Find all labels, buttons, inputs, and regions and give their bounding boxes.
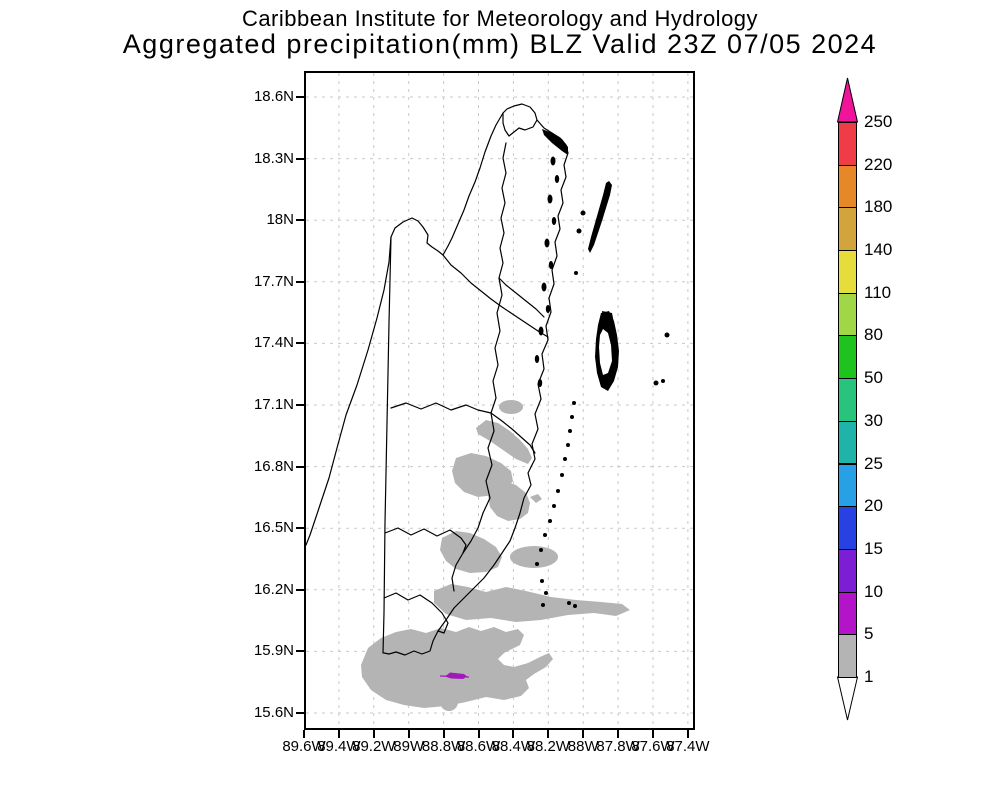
x-axis-tick [512, 730, 515, 738]
y-axis-tick [296, 465, 304, 468]
y-axis-tick [296, 219, 304, 222]
precipitation-1-5mm-areas [361, 400, 630, 711]
colorbar-level-label: 10 [864, 581, 883, 601]
colorbar-level-label: 220 [864, 154, 893, 174]
y-axis-tick-label: 15.6N [253, 704, 294, 721]
y-axis-tick-label: 16.5N [253, 519, 294, 537]
colorbar-segment [838, 548, 857, 593]
y-axis-tick-label: 18N [266, 211, 294, 229]
colorbar-segment [838, 591, 857, 636]
colorbar-level-label: 1 [864, 667, 874, 686]
y-axis-tick-label: 16.2N [253, 580, 294, 598]
x-axis-tick [582, 730, 585, 738]
y-axis-tick-label: 15.9N [253, 642, 294, 660]
colorbar-level-label: 25 [864, 453, 883, 473]
y-axis-tick-label: 18.3N [253, 149, 294, 167]
cayes-islands [534, 129, 670, 608]
colorbar-segment [838, 121, 857, 166]
colorbar-segment [838, 164, 857, 209]
y-axis-tick [296, 342, 304, 345]
x-axis-tick [372, 730, 375, 738]
y-axis-tick-label: 16.8N [253, 457, 294, 475]
x-axis-tick-label: 89W [393, 738, 425, 755]
colorbar-level-label: 140 [864, 240, 893, 259]
colorbar-segment [838, 335, 857, 380]
colorbar-below-min-arrow [837, 676, 858, 721]
x-axis-tick-label: 88.2W [526, 738, 570, 755]
colorbar-level-label: 180 [864, 197, 893, 217]
title-institute: Caribbean Institute for Meteorology and … [241, 6, 759, 31]
x-axis-tick-label: 89.6W [282, 738, 326, 755]
y-axis-tick-label: 17.1N [253, 396, 294, 413]
colorbar-level-label: 250 [864, 111, 893, 131]
x-axis-tick [407, 730, 410, 738]
x-axis-tick-label: 89.4W [317, 738, 361, 755]
colorbar-level-label: 5 [864, 624, 874, 644]
colorbar-level-label: 80 [864, 325, 883, 345]
map-plot-frame [304, 71, 695, 730]
colorbar-segment [838, 463, 857, 508]
colorbar-level-label: 15 [864, 538, 883, 558]
colorbar-segment [838, 420, 857, 465]
x-axis-tick [303, 730, 305, 738]
x-axis-tick-label: 88W [567, 738, 599, 755]
colorbar-segment [838, 506, 857, 550]
precipitation-5-10mm-streak [439, 672, 470, 679]
colorbar-segment [838, 292, 857, 337]
colorbar-segment [838, 378, 857, 422]
x-axis-tick [652, 730, 654, 738]
y-axis-tick [296, 527, 304, 530]
x-axis-tick-label: 87.4W [666, 738, 710, 755]
colorbar-level-label: 30 [864, 410, 883, 430]
x-axis-tick-label: 88.8W [421, 738, 466, 755]
x-axis-tick [337, 730, 340, 738]
x-axis-tick-label: 87.8W [596, 738, 640, 755]
y-axis-tick [296, 650, 304, 653]
y-axis-tick-label: 18.6N [253, 88, 294, 105]
colorbar-segment [838, 207, 857, 251]
colorbar-segment [838, 250, 857, 294]
x-axis-tick [686, 730, 689, 738]
country-district-boundaries [306, 103, 569, 656]
y-axis-tick [296, 588, 304, 591]
x-axis-tick-label: 88.6W [456, 738, 501, 755]
x-axis-tick [442, 730, 445, 738]
x-axis-tick [477, 730, 480, 738]
y-axis-tick [296, 96, 304, 98]
y-axis-tick [296, 280, 304, 283]
colorbar-segment [838, 634, 857, 678]
y-axis-tick [296, 157, 304, 160]
x-axis-tick [617, 730, 620, 738]
y-axis-tick-label: 17.7N [253, 272, 294, 290]
x-axis-tick-label: 87.6W [631, 738, 675, 755]
colorbar-level-label: 110 [864, 282, 892, 302]
y-axis-tick [296, 712, 304, 714]
title-product-valid-time: Aggregated precipitation(mm) BLZ Valid 2… [122, 29, 878, 59]
x-axis-tick-label: 88.4W [491, 738, 536, 755]
colorbar-level-label: 50 [864, 368, 883, 388]
x-axis-tick [547, 730, 550, 738]
y-axis-tick-label: 17.4N [253, 334, 294, 352]
y-axis-tick [296, 404, 304, 406]
x-axis-tick-label: 89.2W [352, 738, 396, 755]
belize-precipitation-map [306, 73, 693, 728]
colorbar-above-max-arrow [837, 77, 858, 123]
colorbar-level-label: 20 [864, 496, 883, 516]
